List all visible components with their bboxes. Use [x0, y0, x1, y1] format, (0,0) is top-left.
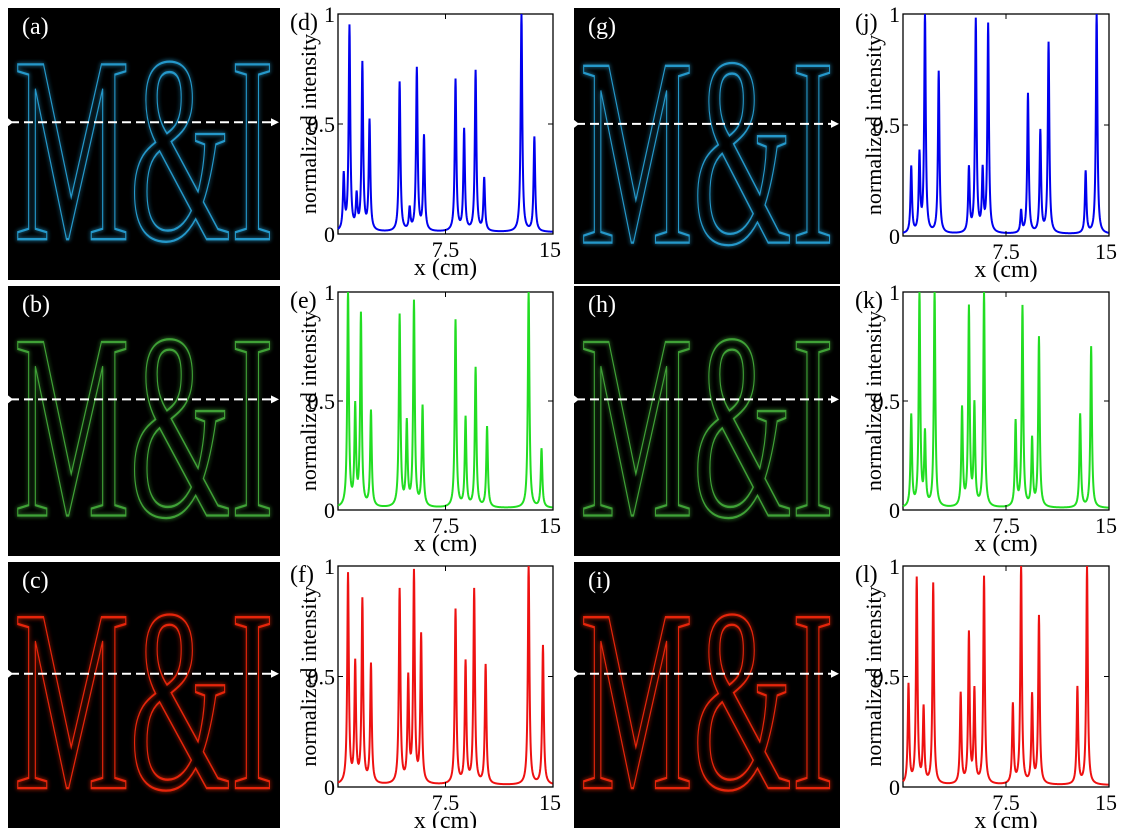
y-tick-label: 1 — [889, 2, 900, 27]
letters-outline: M&I — [580, 3, 834, 302]
y-tick-label: 0.5 — [308, 389, 336, 414]
arrow-head-icon — [831, 119, 839, 128]
intensity-curve — [337, 565, 554, 786]
y-axis-label: normalized intensity — [296, 311, 321, 491]
arrow-tail-icon — [574, 119, 579, 128]
x-tick-label: 15 — [539, 513, 561, 538]
panel-label: (l) — [855, 562, 878, 588]
chart: 0 0.5 1 7.5 15 x (cm) normalized intensity(k) — [855, 280, 1117, 557]
photo-background — [574, 8, 840, 284]
panel-label: (g) — [588, 14, 616, 40]
y-axis-label: normalized intensity — [296, 34, 321, 214]
chart: 0 0.5 1 7.5 15 x (cm) normalized intensity(f) — [290, 554, 561, 833]
y-tick-label: 0 — [889, 224, 900, 249]
chart: 0 0.5 1 7.5 15 x (cm) normalized intensity(d) — [290, 2, 561, 281]
x-tick-label: 7.5 — [992, 239, 1020, 264]
x-tick-label: 15 — [539, 790, 561, 815]
chart: 0 0.5 1 7.5 15 x (cm) normalized intensity(l) — [855, 554, 1117, 833]
photo-background — [574, 562, 840, 828]
y-tick-label: 1 — [324, 554, 335, 579]
photo-background — [8, 8, 280, 280]
panel-label: (d) — [290, 10, 318, 36]
photo-panel: M&I(g) — [574, 1, 840, 303]
y-tick-label: 0 — [889, 775, 900, 800]
intensity-curve — [902, 565, 1110, 786]
photo-panel: M&I(i) — [574, 555, 840, 833]
y-axis-label: normalized intensity — [861, 311, 886, 491]
panel-label: (c) — [22, 568, 49, 594]
arrow-tail-icon — [8, 118, 13, 127]
y-axis-label: normalized intensity — [296, 586, 321, 766]
arrow-head-icon — [271, 669, 279, 678]
arrow-tail-icon — [574, 669, 579, 678]
x-tick-label: 7.5 — [992, 790, 1020, 815]
x-axis-label: x (cm) — [414, 255, 477, 281]
panel-label: (f) — [290, 562, 314, 588]
letters-outline: M&I — [580, 556, 834, 828]
arrow-head-icon — [271, 118, 279, 127]
intensity-curve — [337, 291, 554, 509]
panel-label: (k) — [855, 288, 883, 314]
x-tick-label: 7.5 — [432, 790, 460, 815]
y-tick-label: 0 — [889, 498, 900, 523]
x-axis-label: x (cm) — [974, 257, 1037, 283]
photo-background — [8, 562, 280, 828]
x-tick-label: 15 — [1095, 239, 1117, 264]
x-axis-label: x (cm) — [414, 808, 477, 828]
y-tick-label: 0.5 — [873, 665, 901, 690]
panel-label: (j) — [855, 10, 878, 36]
arrow-tail-icon — [574, 395, 579, 404]
panel-label: (e) — [290, 288, 317, 314]
x-tick-label: 15 — [1095, 513, 1117, 538]
photo-panel: M&I(c) — [8, 555, 280, 833]
letters-outline: M&I — [14, 1, 274, 297]
letters-outline: M&I — [14, 556, 274, 828]
arrow-tail-icon — [8, 395, 13, 404]
x-tick-label: 15 — [539, 237, 561, 262]
y-tick-label: 1 — [324, 2, 335, 27]
panel-label: (i) — [588, 568, 611, 594]
y-tick-label: 0 — [324, 222, 335, 247]
y-tick-label: 0.5 — [873, 389, 901, 414]
x-tick-label: 7.5 — [432, 513, 460, 538]
arrow-tail-icon — [8, 669, 13, 678]
x-axis-label: x (cm) — [974, 531, 1037, 557]
photo-panel: M&I(b) — [8, 279, 280, 575]
plot-frame — [902, 13, 1110, 237]
letters-outline: M&I — [580, 281, 834, 574]
x-tick-label: 15 — [1095, 790, 1117, 815]
y-axis-label: normalized intensity — [861, 35, 886, 215]
photo-panel: M&I(h) — [574, 279, 840, 575]
x-tick-label: 7.5 — [432, 237, 460, 262]
y-tick-label: 1 — [324, 280, 335, 305]
intensity-curve — [902, 291, 1110, 509]
arrow-head-icon — [831, 395, 839, 404]
panel-label: (h) — [588, 292, 616, 318]
y-tick-label: 1 — [889, 554, 900, 579]
intensity-curve — [337, 13, 554, 233]
letters-outline: M&I — [14, 281, 274, 574]
photo-background — [8, 286, 280, 556]
chart: 0 0.5 1 7.5 15 x (cm) normalized intensity(e) — [290, 280, 561, 557]
photo-background — [574, 286, 840, 556]
y-tick-label: 0 — [324, 498, 335, 523]
y-tick-label: 0 — [324, 775, 335, 800]
photo-panel: M&I(a) — [8, 0, 280, 298]
y-tick-label: 0.5 — [873, 113, 901, 138]
x-tick-label: 7.5 — [992, 513, 1020, 538]
panel-label: (a) — [22, 14, 49, 40]
arrow-head-icon — [831, 669, 839, 678]
chart: 0 0.5 1 7.5 15 x (cm) normalized intensity(j) — [855, 2, 1117, 283]
arrow-head-icon — [271, 395, 279, 404]
panel-label: (b) — [22, 292, 50, 318]
x-axis-label: x (cm) — [974, 808, 1037, 828]
intensity-curve — [902, 13, 1110, 235]
x-axis-label: x (cm) — [414, 531, 477, 557]
y-tick-label: 0.5 — [308, 112, 336, 137]
y-axis-label: normalized intensity — [861, 586, 886, 766]
y-tick-label: 1 — [889, 280, 900, 305]
y-tick-label: 0.5 — [308, 665, 336, 690]
